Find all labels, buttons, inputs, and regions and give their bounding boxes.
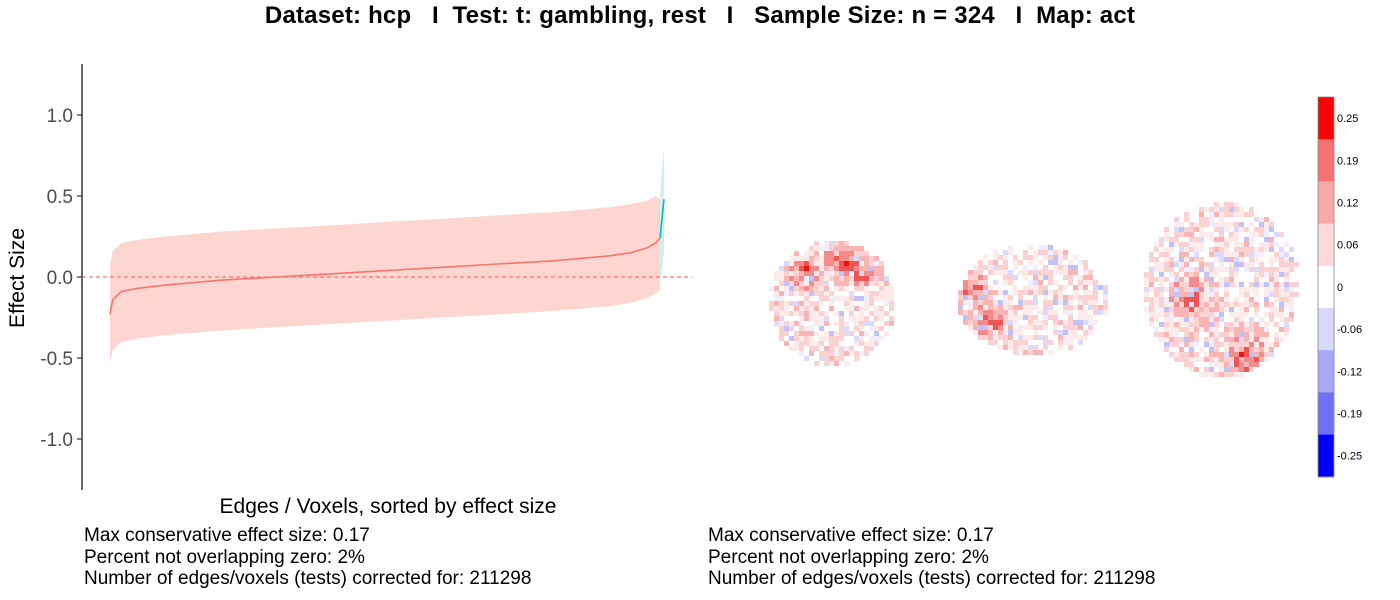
colorbar-swatch — [1318, 139, 1334, 182]
effect-lines — [109, 199, 665, 315]
colorbar-swatch — [1318, 223, 1334, 267]
colorbar-swatch — [1318, 350, 1334, 393]
colorbar-frame — [1317, 96, 1335, 478]
effect-size-plot: 1.0 0.5 0.0 -0.5 -1.0 Effect Size Edges / Vo… — [6, 64, 692, 518]
y-axis-title: Effect Size — [6, 228, 29, 328]
colorbar: 0.25 0.19 0.12 0.06 0 -0.06 -0.12 -0.19 -0.25 — [1317, 96, 1362, 478]
stats-right: Max conservative effect size: 0.17 Perce… — [708, 525, 1155, 590]
colorbar-swatch — [1318, 265, 1334, 309]
series-1-line — [659, 199, 665, 239]
stats-left: Max conservative effect size: 0.17 Perce… — [84, 525, 531, 590]
percent-nonzero-text: Percent not overlapping zero: 2% — [84, 546, 365, 568]
axial-view — [1144, 202, 1299, 377]
colorbar-label: -0.19 — [1337, 409, 1362, 421]
y-tick-label: -1.0 — [40, 430, 73, 451]
colorbar-swatch — [1318, 392, 1334, 436]
colorbar-label: -0.25 — [1337, 451, 1362, 463]
max-effect-size-text: Max conservative effect size: 0.17 — [84, 525, 370, 546]
page-title: Dataset: hcp I Test: t: gambling, rest I… — [264, 2, 1136, 29]
y-axis-ticks: 1.0 0.5 0.0 -0.5 -1.0 — [40, 106, 82, 451]
series-0-band — [110, 196, 661, 363]
max-effect-size-text: Max conservative effect size: 0.17 — [708, 525, 994, 546]
colorbar-swatch — [1318, 97, 1334, 140]
brain-maps — [769, 202, 1299, 377]
colorbar-label: 0 — [1337, 282, 1343, 294]
colorbar-swatch — [1318, 181, 1334, 225]
coronal-view — [769, 241, 894, 366]
colorbar-swatch — [1318, 308, 1334, 351]
y-tick-label: 0.5 — [47, 187, 73, 208]
confidence-bands — [110, 147, 664, 363]
colorbar-label: -0.06 — [1337, 324, 1362, 336]
colorbar-label: 0.19 — [1337, 155, 1358, 167]
tests-corrected-text: Number of edges/voxels (tests) corrected… — [708, 568, 1156, 589]
colorbar-swatch — [1318, 434, 1334, 478]
colorbar-label: 0.25 — [1337, 113, 1358, 125]
series-0-line — [109, 237, 661, 315]
y-tick-label: -0.5 — [40, 349, 73, 370]
y-tick-label: 1.0 — [47, 106, 73, 127]
sagittal-view — [958, 245, 1108, 355]
y-tick-label: 0.0 — [47, 268, 73, 289]
x-axis-title: Edges / Voxels, sorted by effect size — [220, 495, 557, 518]
colorbar-label: -0.12 — [1337, 366, 1362, 378]
percent-nonzero-text: Percent not overlapping zero: 2% — [708, 546, 989, 568]
tests-corrected-text: Number of edges/voxels (tests) corrected… — [84, 568, 532, 589]
colorbar-label: 0.06 — [1337, 240, 1358, 252]
colorbar-label: 0.12 — [1337, 198, 1358, 210]
